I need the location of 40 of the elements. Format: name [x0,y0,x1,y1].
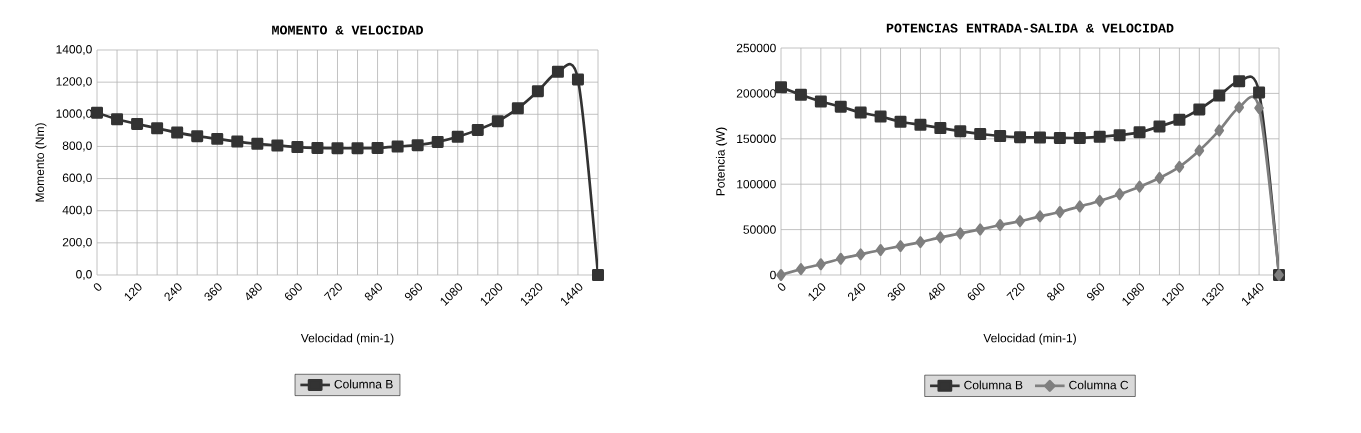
x-tick-label: 120 [124,283,142,302]
y-tick-label: 1400,0 [56,45,92,55]
x-tick-label: 0 [777,283,786,291]
legend-label: Columna C [1069,380,1129,390]
x-tick-label: 840 [1047,283,1065,301]
x-tick-label: 960 [1087,283,1105,301]
x-tick-label: 240 [164,283,182,302]
x-tick-label: 480 [246,283,262,301]
x-tick-label: 360 [887,283,905,301]
x-tick-label: 960 [404,283,423,301]
x-tick-label: 720 [323,283,342,301]
y-tick-label: 200,0 [62,237,92,248]
x-tick-label: 0 [93,283,102,291]
x-axis-title: Velocidad (min-1) [300,333,394,345]
x-tick-label: 600 [284,283,302,301]
y-tick-label: 50000 [743,225,776,234]
x-tick-label: 840 [364,283,382,301]
legend-label: Columna B [334,379,393,389]
legend-label: Columna B [964,380,1023,390]
y-tick-label: 800,0 [62,141,92,152]
x-tick-label: 600 [967,283,985,301]
y-tick-label: 1200,0 [56,77,92,88]
x-tick-label: 240 [847,283,866,302]
y-tick-label: 0,0 [76,270,92,280]
x-tick-label: 480 [929,283,945,301]
y-tick-label: 200000 [736,89,776,98]
y-axis-title: Momento (Nm) [35,123,47,202]
x-tick-label: 360 [204,283,222,301]
chart-title: MOMENTO & VELOCIDAD [272,25,423,35]
x-tick-label: 120 [808,283,826,302]
y-tick-label: 0 [770,270,776,280]
chart-title: POTENCIAS ENTRADA-SALIDA & VELOCIDAD [886,23,1174,33]
x-axis-title: Velocidad (min-1) [983,333,1076,345]
y-tick-label: 150000 [737,134,776,144]
x-tick-label: 720 [1006,283,1025,301]
y-tick-label: 100000 [737,179,776,189]
y-tick-label: 400,0 [62,205,92,216]
y-tick-label: 600,0 [62,173,92,184]
y-axis-title: Potencia (W) [715,127,728,196]
y-tick-label: 250000 [736,43,776,53]
